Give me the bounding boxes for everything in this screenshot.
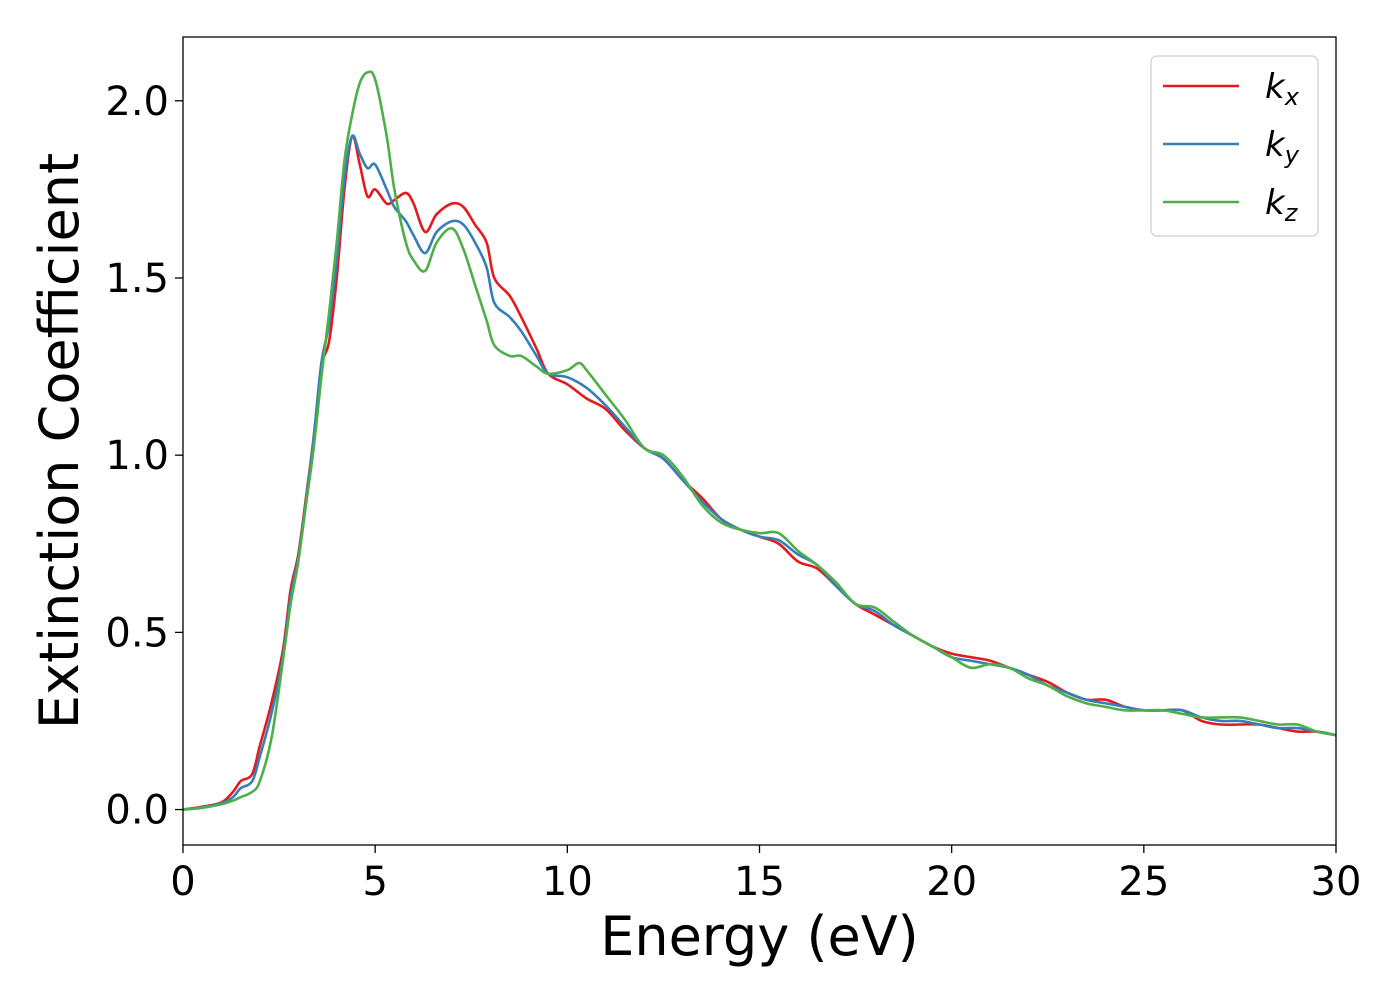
y-axis-label: Extinction Coefficient: [28, 153, 91, 729]
y-tick-label: 0.5: [105, 610, 169, 656]
x-tick-label: 0: [170, 859, 195, 905]
axes-layer: 0 5 10 15 20 25 30 0.0 0.5 1.0 1.5 2.0: [105, 36, 1362, 905]
x-tick-label: 20: [926, 859, 977, 905]
legend-box: [1150, 55, 1319, 237]
x-tick-label: 10: [542, 859, 593, 905]
legend-label-x: kx: [1265, 67, 1300, 111]
legend-label-z: kz: [1265, 183, 1299, 227]
y-tick-label: 0.0: [105, 788, 169, 834]
series-line-y: [183, 134, 1336, 811]
y-tick-label: 2.0: [105, 79, 169, 125]
x-tick-label: 30: [1311, 859, 1362, 905]
series-line-z: [183, 70, 1336, 811]
x-axis-label: Energy (eV): [600, 905, 919, 968]
series-layer: [183, 70, 1336, 811]
legend-label-y: ky: [1265, 125, 1300, 169]
legend: kx ky kz: [1150, 55, 1319, 237]
x-tick-label: 25: [1118, 859, 1169, 905]
x-tick-label: 5: [362, 859, 387, 905]
x-tick-label: 15: [734, 859, 785, 905]
y-tick-label: 1.0: [105, 433, 169, 479]
y-tick-label: 1.5: [105, 256, 169, 302]
